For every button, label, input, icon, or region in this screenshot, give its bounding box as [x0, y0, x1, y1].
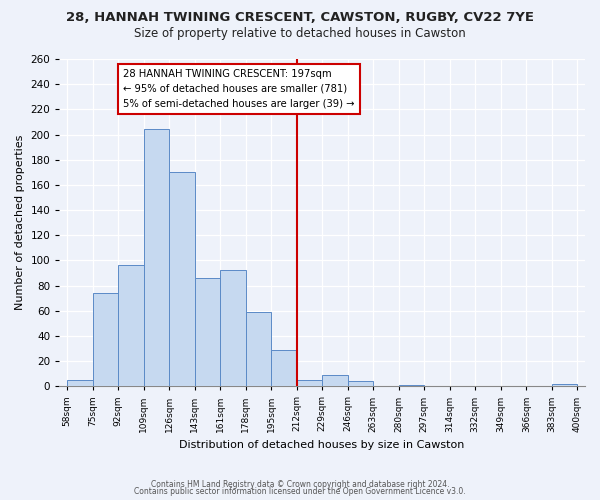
Bar [143, 130, 169, 386]
Text: 28, HANNAH TWINING CRESCENT, CAWSTON, RUGBY, CV22 7YE: 28, HANNAH TWINING CRESCENT, CAWSTON, RU… [66, 11, 534, 24]
Bar [347, 381, 373, 386]
Bar [245, 312, 271, 386]
X-axis label: Distribution of detached houses by size in Cawston: Distribution of detached houses by size … [179, 440, 465, 450]
Bar [118, 266, 143, 386]
Bar [92, 293, 118, 386]
Bar [194, 278, 220, 386]
Text: Contains public sector information licensed under the Open Government Licence v3: Contains public sector information licen… [134, 488, 466, 496]
Bar [296, 380, 322, 386]
Text: Contains HM Land Registry data © Crown copyright and database right 2024.: Contains HM Land Registry data © Crown c… [151, 480, 449, 489]
Bar [399, 385, 424, 386]
Bar [552, 384, 577, 386]
Text: 28 HANNAH TWINING CRESCENT: 197sqm
← 95% of detached houses are smaller (781)
5%: 28 HANNAH TWINING CRESCENT: 197sqm ← 95%… [123, 69, 355, 108]
Bar [169, 172, 194, 386]
Bar [67, 380, 92, 386]
Y-axis label: Number of detached properties: Number of detached properties [15, 135, 25, 310]
Bar [220, 270, 245, 386]
Text: Size of property relative to detached houses in Cawston: Size of property relative to detached ho… [134, 28, 466, 40]
Bar [271, 350, 296, 387]
Bar [322, 375, 347, 386]
